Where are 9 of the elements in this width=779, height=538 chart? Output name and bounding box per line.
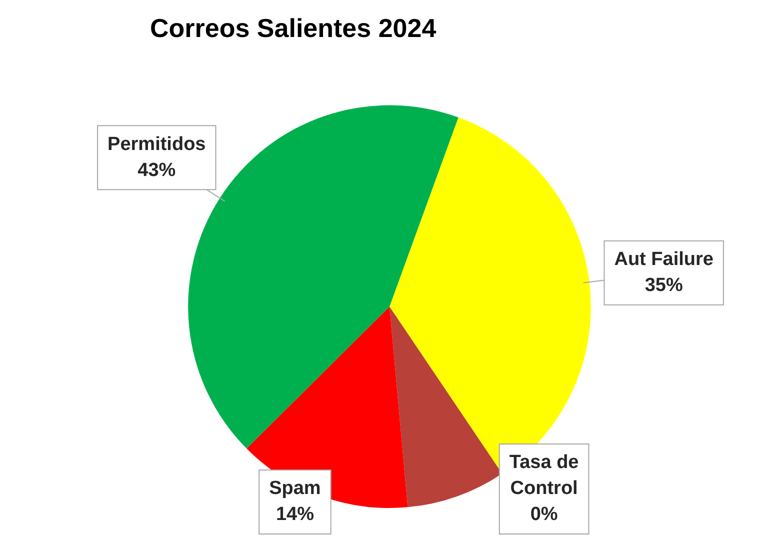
slice-label: Aut Failure xyxy=(614,249,714,270)
data-label: 43% xyxy=(138,160,176,181)
data-label: 35% xyxy=(644,275,683,296)
category-label: Tasa de Control xyxy=(509,452,579,500)
slice-label: Permitidos xyxy=(108,134,206,155)
data-label: 14% xyxy=(276,504,314,526)
text: 0% xyxy=(530,504,558,526)
slice-label: Spam xyxy=(269,478,321,500)
chart-title: Correos Salientes 2024 xyxy=(150,12,437,43)
